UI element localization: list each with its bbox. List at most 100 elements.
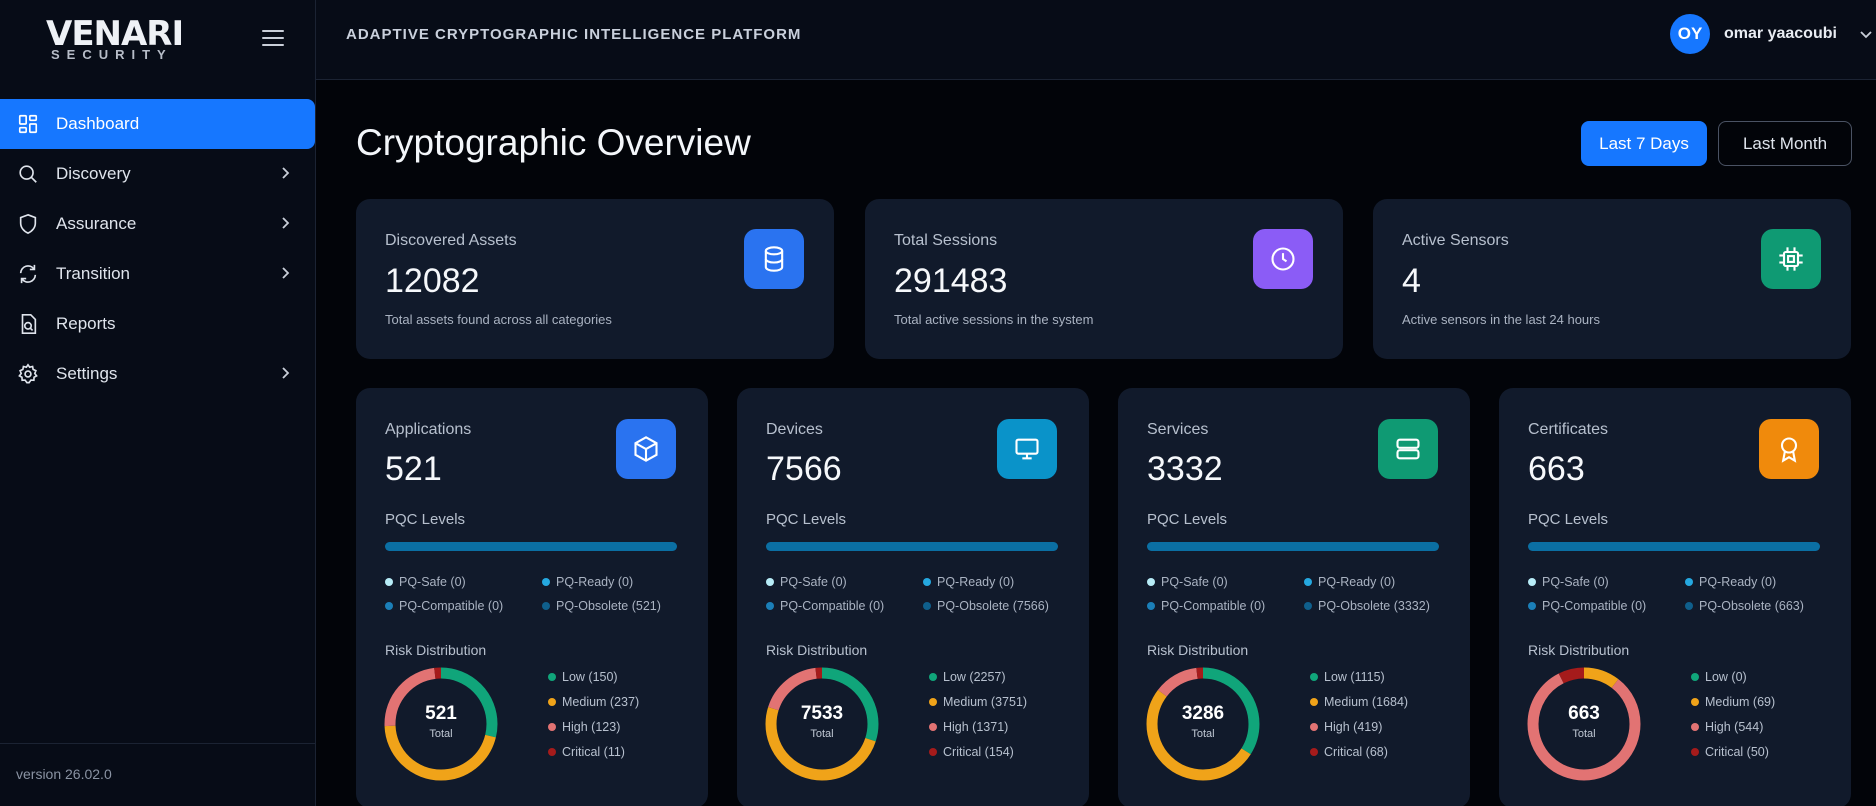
risk-legend-item: Critical (50) (1691, 745, 1769, 759)
stat-description: Active sensors in the last 24 hours (1402, 312, 1600, 327)
donut-segment-high (1527, 667, 1641, 781)
donut-segment-critical (384, 667, 498, 781)
legend-dot (766, 578, 774, 586)
pqc-legend-label: PQ-Obsolete (3332) (1318, 599, 1430, 613)
legend-dot (1147, 602, 1155, 610)
logo-wordmark: VENARI (46, 14, 184, 54)
monitor-icon (997, 419, 1057, 479)
legend-dot (1304, 578, 1312, 586)
category-label: Certificates (1528, 421, 1609, 438)
cube-icon (616, 419, 676, 479)
pqc-legend-item: PQ-Ready (0) (1304, 575, 1395, 589)
sidebar-item-label: Dashboard (56, 114, 140, 133)
risk-legend-label: Critical (154) (943, 745, 1014, 759)
pqc-legend-item: PQ-Compatible (0) (385, 599, 503, 613)
pqc-legend-label: PQ-Obsolete (7566) (937, 599, 1049, 613)
risk-legend-item: Low (2257) (929, 670, 1006, 684)
legend-dot (542, 578, 550, 586)
pqc-legend-label: PQ-Obsolete (521) (556, 599, 661, 613)
platform-title: ADAPTIVE CRYPTOGRAPHIC INTELLIGENCE PLAT… (346, 26, 802, 43)
risk-donut-chart (1146, 667, 1260, 781)
risk-legend-label: Low (2257) (943, 670, 1006, 684)
refresh-icon (19, 264, 37, 284)
pqc-legend-label: PQ-Safe (0) (399, 575, 466, 589)
menu-toggle-icon[interactable] (262, 30, 284, 48)
legend-dot (929, 723, 937, 731)
sidebar-item-discovery[interactable]: Discovery (0, 149, 316, 199)
category-label: Devices (766, 421, 823, 438)
chip-icon (1761, 229, 1821, 289)
donut-segment-critical (765, 667, 879, 781)
risk-legend-label: Critical (68) (1324, 745, 1388, 759)
pqc-legend-label: PQ-Compatible (0) (399, 599, 504, 613)
pqc-levels-title: PQC Levels (1147, 511, 1228, 528)
donut-segment-medium (1146, 667, 1260, 781)
pqc-levels-title: PQC Levels (1528, 511, 1609, 528)
risk-legend-label: High (1371) (943, 720, 1009, 734)
sidebar-item-transition[interactable]: Transition (0, 249, 316, 299)
pqc-legend-item: PQ-Safe (0) (385, 575, 466, 589)
legend-dot (548, 698, 556, 706)
stat-value: 12082 (385, 262, 480, 300)
stat-card-active-sensors: Active Sensors 4 Active sensors in the l… (1373, 199, 1851, 359)
sidebar-item-assurance[interactable]: Assurance (0, 199, 316, 249)
donut-total-label: Total (1572, 728, 1596, 740)
pqc-levels-title: PQC Levels (766, 511, 847, 528)
legend-dot (1310, 698, 1318, 706)
legend-dot (923, 602, 931, 610)
category-value: 7566 (766, 450, 842, 488)
pqc-legend-item: PQ-Ready (0) (1685, 575, 1776, 589)
risk-legend-item: Low (0) (1691, 670, 1747, 684)
last-7-days-button[interactable]: Last 7 Days (1581, 121, 1707, 166)
stat-label: Discovered Assets (385, 232, 517, 249)
sidebar-item-settings[interactable]: Settings (0, 349, 316, 399)
donut-total-label: Total (1191, 728, 1215, 740)
sidebar-item-label: Settings (56, 364, 118, 383)
risk-legend-item: Critical (154) (929, 745, 1014, 759)
sidebar-item-reports[interactable]: Reports (0, 299, 316, 349)
risk-legend-label: Low (150) (562, 670, 618, 684)
avatar[interactable]: OY (1670, 14, 1710, 54)
risk-legend-item: Medium (3751) (929, 695, 1027, 709)
pqc-legend-label: PQ-Ready (0) (1318, 575, 1396, 589)
chevron-right-icon (282, 267, 290, 279)
stat-label: Total Sessions (894, 232, 998, 249)
pqc-legend-item: PQ-Obsolete (7566) (923, 599, 1049, 613)
risk-legend-item: Low (1115) (1310, 670, 1385, 684)
donut-total-value: 3286 (1181, 703, 1225, 724)
report-icon (21, 314, 37, 334)
sidebar-item-label: Reports (56, 314, 116, 333)
pqc-legend-label: PQ-Safe (0) (780, 575, 847, 589)
donut-total-label: Total (810, 728, 834, 740)
legend-dot (1691, 723, 1699, 731)
risk-legend-label: Low (0) (1705, 670, 1747, 684)
pqc-legend-label: PQ-Ready (0) (1699, 575, 1777, 589)
logo-subtitle: SECURITY (51, 47, 173, 62)
venari-logo[interactable]: VENARI SECURITY (46, 16, 191, 64)
category-card-services: Services 3332 PQC Levels PQ-Safe (0) PQ-Re… (1118, 388, 1470, 806)
stat-description: Total active sessions in the system (894, 312, 1094, 327)
pqc-legend-label: PQ-Compatible (0) (780, 599, 885, 613)
pqc-legend-item: PQ-Obsolete (3332) (1304, 599, 1430, 613)
last-month-button[interactable]: Last Month (1718, 121, 1852, 166)
pqc-legend-item: PQ-Ready (0) (923, 575, 1014, 589)
user-name[interactable]: omar yaacoubi (1724, 25, 1837, 42)
stat-card-discovered-assets: Discovered Assets 12082 Total assets fou… (356, 199, 834, 359)
risk-legend-item: Low (150) (548, 670, 618, 684)
risk-legend-item: Critical (68) (1310, 745, 1388, 759)
risk-legend-item: Medium (1684) (1310, 695, 1408, 709)
sidebar-item-dashboard[interactable]: Dashboard (0, 99, 315, 149)
risk-legend-label: Medium (69) (1705, 695, 1776, 709)
risk-legend-label: High (123) (562, 720, 621, 734)
risk-donut-chart (1527, 667, 1641, 781)
stat-value: 291483 (894, 262, 1008, 300)
top-bar: ADAPTIVE CRYPTOGRAPHIC INTELLIGENCE PLAT… (316, 0, 1876, 80)
legend-dot (1147, 578, 1155, 586)
risk-legend-item: High (1371) (929, 720, 1008, 734)
chevron-down-icon[interactable] (1859, 29, 1873, 41)
pqc-legend-item: PQ-Safe (0) (1147, 575, 1228, 589)
risk-legend-label: Critical (50) (1705, 745, 1769, 759)
donut-total-value: 7533 (800, 703, 844, 724)
risk-legend-item: High (123) (548, 720, 620, 734)
pqc-levels-bar (1528, 542, 1820, 551)
